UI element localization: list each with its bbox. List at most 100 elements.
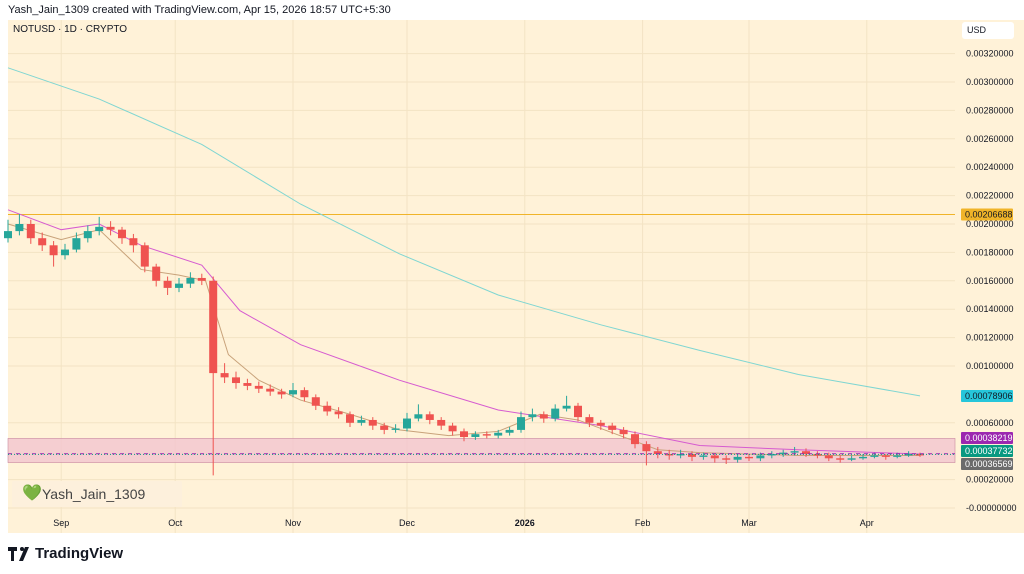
credit-header: Yash_Jain_1309 created with TradingView.…: [8, 4, 391, 16]
candle-body: [824, 455, 833, 459]
candle-body: [175, 283, 183, 288]
candle-body: [266, 388, 275, 392]
price-tag-label: 0.00036569: [965, 459, 1013, 469]
currency-button[interactable]: USD: [962, 22, 1014, 39]
candle-body: [300, 390, 309, 398]
candle: [197, 273, 206, 286]
candle: [140, 242, 149, 273]
candle: [699, 452, 708, 460]
x-tick-label: Sep: [53, 518, 69, 528]
candle-body: [528, 414, 537, 418]
candle-body: [710, 455, 719, 459]
tradingview-logo[interactable]: TradingView: [8, 545, 123, 562]
candle-body: [254, 385, 263, 389]
candle-body: [836, 458, 845, 460]
candle-body: [425, 414, 434, 420]
y-tick-label: 0.00200000: [966, 219, 1014, 229]
candle-body: [4, 231, 12, 239]
support-zone: [7, 438, 956, 463]
candle-body: [494, 432, 503, 436]
candle-body: [745, 456, 753, 459]
candle: [653, 446, 662, 459]
candle-body: [391, 428, 400, 430]
candle: [300, 387, 309, 402]
candle: [437, 417, 446, 430]
candle-body: [311, 397, 320, 406]
candle: [859, 454, 867, 460]
candle-body: [460, 431, 468, 437]
candle: [243, 378, 252, 391]
candle: [517, 411, 525, 433]
x-tick-label: Mar: [741, 518, 757, 528]
candle: [733, 454, 742, 463]
candle-body: [551, 408, 560, 419]
candle-body: [220, 373, 229, 378]
price-tag-label: 0.00078906: [965, 391, 1013, 401]
candle-body: [15, 224, 24, 232]
candle: [72, 232, 81, 253]
candle-body: [802, 451, 810, 455]
y-tick-label: 0.00160000: [966, 276, 1014, 286]
candle: [824, 452, 833, 462]
candle: [118, 226, 126, 244]
candle: [836, 455, 845, 463]
x-tick-label: Dec: [399, 518, 416, 528]
candle: [380, 422, 389, 435]
y-tick-label: 0.00140000: [966, 304, 1014, 314]
candle-body: [722, 458, 731, 460]
candle-body: [893, 455, 902, 457]
candle-body: [505, 429, 514, 433]
candle: [619, 427, 628, 439]
candle-body: [733, 456, 742, 460]
candle-body: [585, 417, 594, 423]
price-tag-bg: [961, 458, 1013, 470]
candle-body: [859, 456, 867, 459]
candle-body: [197, 277, 206, 281]
candle-body: [118, 229, 126, 239]
candle: [539, 411, 548, 423]
candle: [425, 411, 434, 425]
candle-body: [368, 419, 377, 426]
moving-average-line: [7, 67, 921, 397]
candle-body: [380, 425, 389, 430]
price-tag-bg: [961, 432, 1013, 444]
candle: [710, 454, 719, 463]
candle-body: [471, 434, 480, 437]
candle: [767, 451, 776, 459]
candle: [688, 451, 696, 462]
candle: [95, 216, 104, 236]
candle-body: [83, 231, 92, 239]
y-tick-label: 0.00020000: [966, 475, 1014, 485]
candle-body: [653, 451, 662, 455]
candle: [881, 454, 890, 460]
x-tick-label: 2026: [515, 518, 535, 528]
price-chart[interactable]: 0.00320000 0.00300000 0.00280000 0.00260000…: [0, 20, 1024, 534]
price-axis-tag: 0.00036569: [961, 458, 1013, 470]
candle: [266, 384, 275, 396]
candle-body: [756, 455, 765, 459]
candle: [551, 404, 560, 422]
candle: [61, 243, 69, 260]
y-tick-label: 0.00120000: [966, 333, 1014, 343]
candle-body: [334, 411, 343, 415]
candle-body: [186, 277, 195, 284]
candle-body: [72, 238, 81, 250]
candle-body: [152, 266, 161, 281]
candle: [460, 428, 468, 442]
candle-body: [608, 425, 617, 430]
candle-body: [642, 444, 651, 452]
candle-body: [482, 434, 491, 436]
y-tick-label: 0.00180000: [966, 247, 1014, 257]
heart-icon: 💚: [22, 485, 42, 502]
candle: [802, 448, 810, 457]
candle-body: [699, 455, 708, 457]
price-tag-bg: [961, 208, 1013, 221]
watermark-text: Yash_Jain_1309: [42, 486, 146, 502]
candle-body: [847, 458, 856, 460]
candle: [254, 381, 263, 393]
candle: [596, 419, 605, 430]
candle: [642, 441, 651, 466]
candle-body: [414, 414, 423, 419]
candle: [106, 221, 115, 236]
candle-body: [813, 454, 822, 456]
